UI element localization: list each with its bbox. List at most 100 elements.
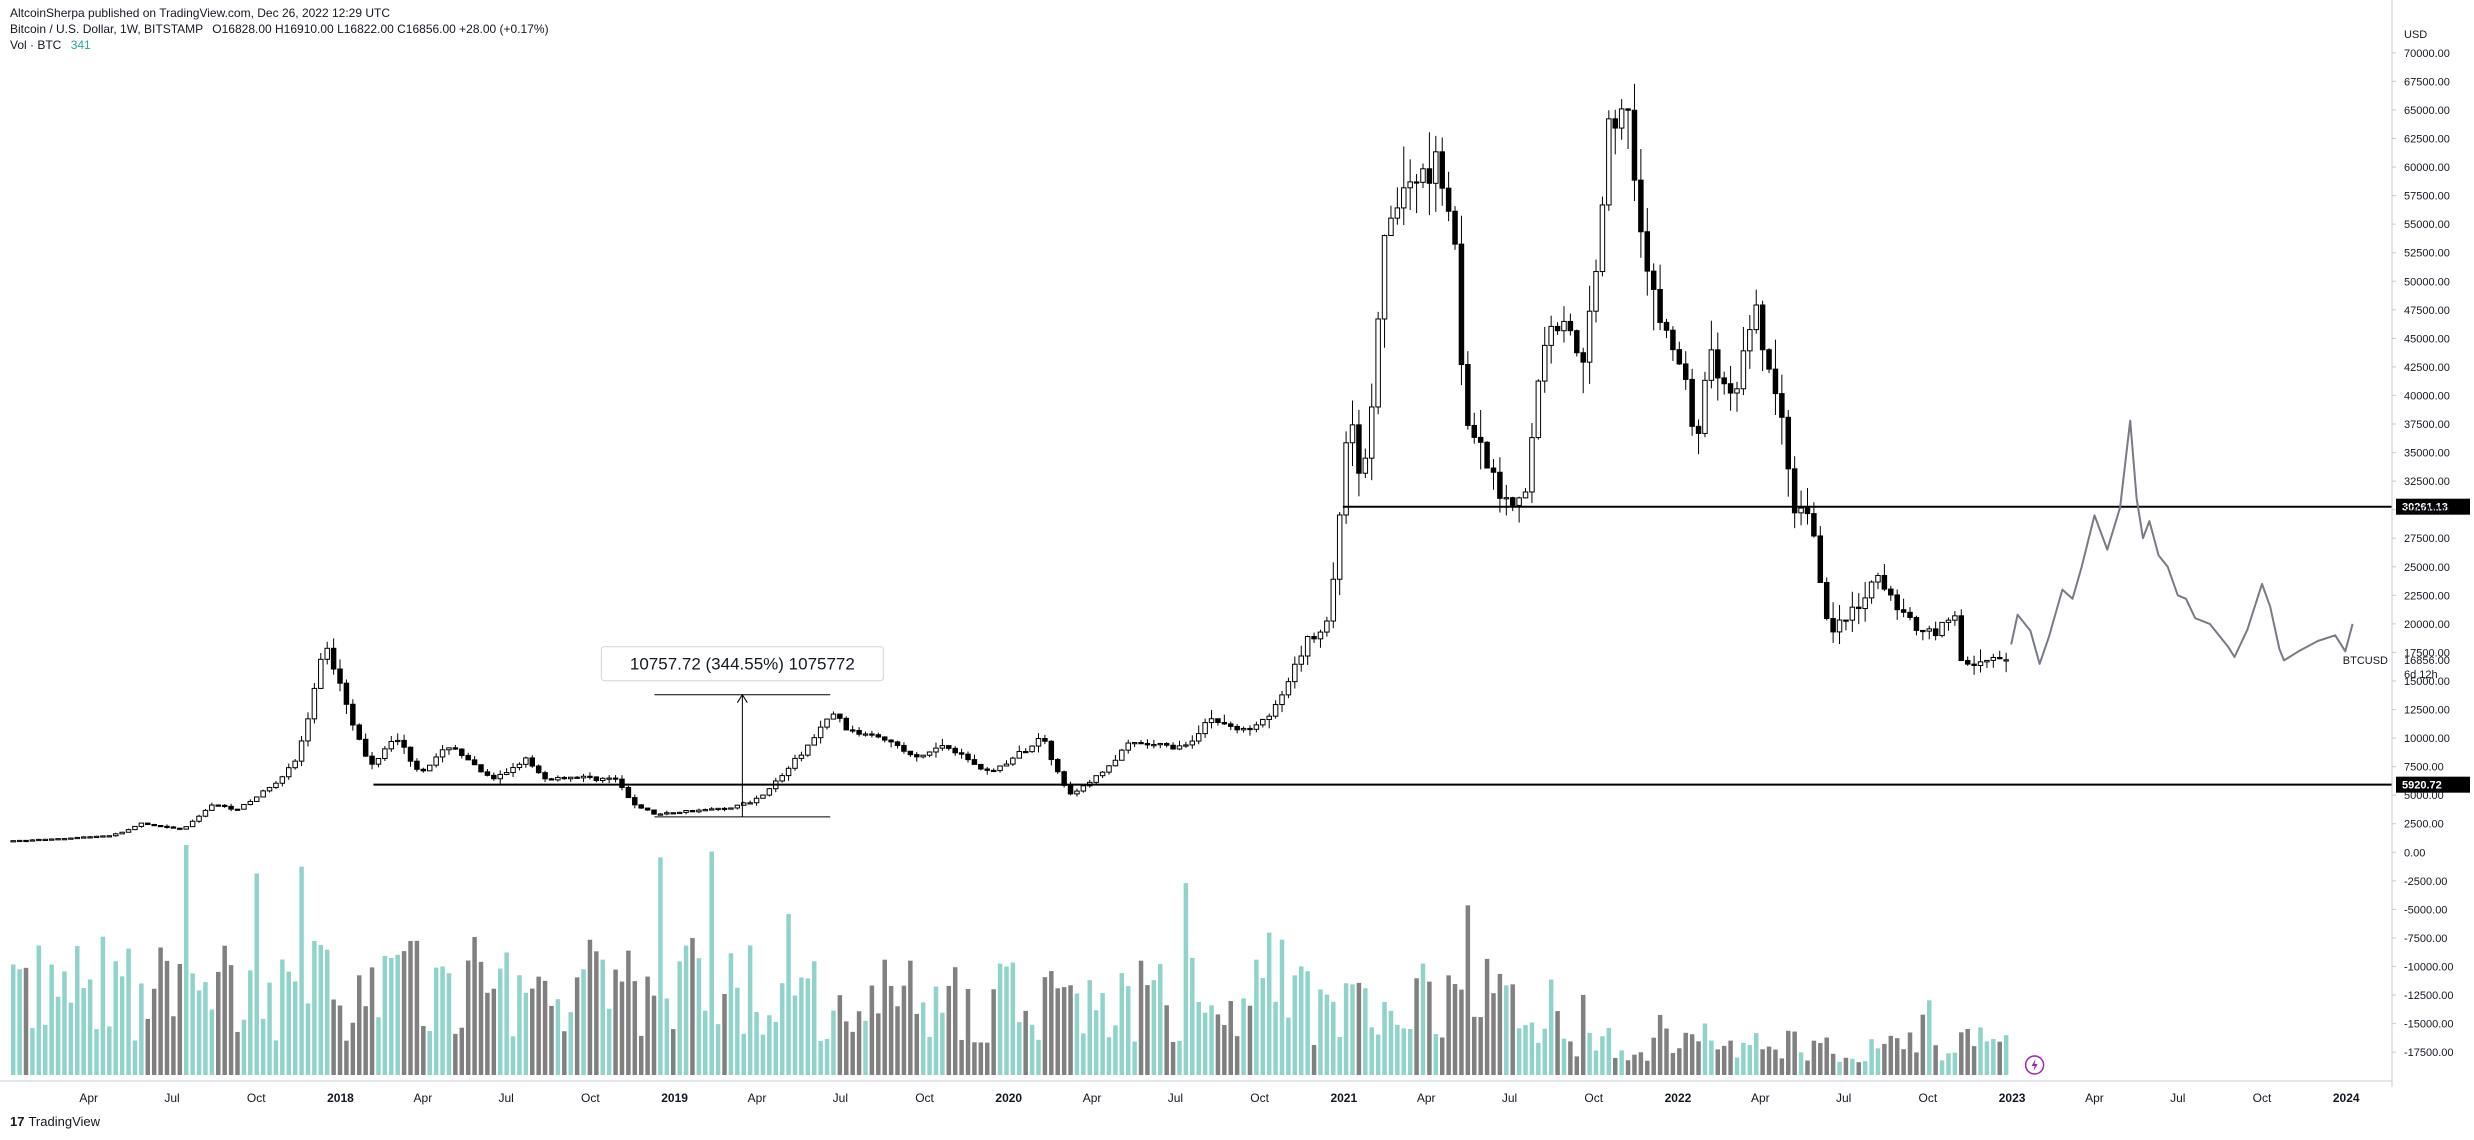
candle-body bbox=[740, 802, 747, 806]
candle-body bbox=[369, 755, 375, 765]
candle-body bbox=[1939, 621, 1945, 637]
candle-body bbox=[1913, 616, 1920, 631]
y-tick-label: 25000.00 bbox=[2404, 562, 2450, 574]
candle-body bbox=[1368, 406, 1375, 459]
candle-body bbox=[1215, 718, 1221, 723]
candle-body bbox=[1670, 329, 1676, 351]
candle-body bbox=[1804, 507, 1811, 515]
candle-body bbox=[452, 747, 459, 750]
y-tick-label: 32500.00 bbox=[2404, 476, 2450, 488]
candle-body bbox=[1048, 740, 1055, 761]
volume-bar bbox=[1298, 966, 1304, 1075]
volume-bar bbox=[1106, 1037, 1112, 1075]
volume-bar bbox=[36, 945, 42, 1075]
tradingview-logo[interactable]: 17 TradingView bbox=[10, 1114, 100, 1129]
volume-bar bbox=[395, 954, 400, 1075]
candle-body bbox=[817, 726, 824, 739]
candle-body bbox=[638, 804, 644, 809]
candle-body bbox=[337, 668, 343, 684]
candle-body bbox=[734, 804, 741, 809]
candle-body bbox=[388, 740, 395, 750]
volume-bar bbox=[1606, 1028, 1612, 1075]
volume-bar bbox=[1625, 1060, 1631, 1075]
x-tick-label: Oct bbox=[1919, 1091, 1938, 1105]
x-tick-label: Oct bbox=[2253, 1091, 2272, 1105]
volume-bar bbox=[645, 976, 650, 1075]
candle-body bbox=[1298, 655, 1304, 665]
candle-body bbox=[1593, 271, 1599, 312]
volume-bar bbox=[863, 1020, 868, 1075]
forecast-line[interactable] bbox=[2010, 419, 2354, 665]
candle-body bbox=[1984, 659, 1990, 663]
candle-body bbox=[23, 839, 29, 843]
lightning-bolt bbox=[2031, 1059, 2038, 1071]
x-tick-label: Apr bbox=[1751, 1091, 1770, 1105]
candle-body bbox=[529, 757, 536, 767]
candle-body bbox=[824, 718, 830, 728]
volume-bar bbox=[1023, 1010, 1028, 1075]
candle-body bbox=[87, 836, 93, 839]
volume-bar bbox=[453, 1033, 458, 1075]
volume-bar bbox=[1343, 983, 1349, 1075]
candle-body bbox=[273, 782, 279, 789]
candle-body bbox=[1888, 588, 1894, 596]
volume-bar bbox=[1516, 1028, 1522, 1075]
volume-bar bbox=[1612, 1057, 1618, 1075]
volume-bar bbox=[920, 1002, 926, 1075]
candle-body bbox=[1567, 320, 1574, 332]
y-tick-label: 17500.00 bbox=[2404, 647, 2450, 659]
volume-bar bbox=[1798, 1052, 1804, 1075]
candle-body bbox=[1811, 513, 1817, 537]
volume-bar bbox=[312, 940, 317, 1075]
volume-bar bbox=[997, 963, 1003, 1075]
candle-body bbox=[696, 809, 702, 813]
volume-bar bbox=[1677, 1048, 1682, 1075]
volume-bar bbox=[254, 873, 259, 1075]
x-tick-label: Jul bbox=[164, 1091, 179, 1105]
volume-bar bbox=[658, 857, 663, 1075]
volume-bar bbox=[978, 1042, 984, 1075]
candle-body bbox=[715, 807, 721, 811]
symbol-tag: BTCUSD bbox=[2343, 655, 2388, 667]
volume-bar bbox=[844, 1021, 849, 1075]
volume-bar bbox=[1318, 989, 1323, 1075]
candle-body bbox=[1599, 204, 1606, 273]
candle-body bbox=[747, 802, 753, 805]
candle-body bbox=[1343, 442, 1349, 516]
horizontal-levels[interactable]: 30261.13 5920.72 bbox=[373, 498, 2470, 793]
y-tick-label: 45000.00 bbox=[2404, 333, 2450, 345]
candle-body bbox=[1747, 329, 1753, 352]
volume-bar bbox=[107, 1026, 112, 1075]
candle-body bbox=[1907, 611, 1913, 618]
x-tick-label: 2021 bbox=[1330, 1091, 1357, 1105]
volume-bar bbox=[1869, 1039, 1874, 1075]
candle-body bbox=[401, 739, 407, 748]
y-tick-label: 27500.00 bbox=[2404, 533, 2450, 545]
y-tick-label: 65000.00 bbox=[2404, 105, 2450, 117]
volume-bar bbox=[43, 1024, 48, 1075]
y-tick-label: -17500.00 bbox=[2404, 1047, 2454, 1059]
volume-bar bbox=[1183, 883, 1189, 1075]
candle-body bbox=[330, 647, 337, 670]
price-candles bbox=[10, 83, 2009, 843]
candle-body bbox=[1003, 763, 1010, 767]
forecast-path[interactable] bbox=[2010, 419, 2354, 665]
volume-bar bbox=[1926, 1000, 1932, 1075]
candle-body bbox=[170, 826, 177, 829]
volume-bar bbox=[1670, 1053, 1676, 1075]
volume-bar bbox=[1164, 1005, 1169, 1075]
axes[interactable]: USD 70000.00 67500.00 65000.00 62500.00 60000… bbox=[0, 0, 2454, 1105]
volume-bar bbox=[1959, 1032, 1964, 1075]
candle-body bbox=[1875, 574, 1881, 583]
candle-body bbox=[1990, 656, 1997, 661]
candle-body bbox=[946, 745, 952, 749]
measure-tool[interactable]: 10757.72 (344.55%) 1075772 bbox=[600, 646, 884, 818]
volume-bar bbox=[49, 964, 54, 1075]
volume-bar bbox=[1395, 1024, 1400, 1075]
candle-body bbox=[119, 831, 125, 835]
candle-body bbox=[1189, 740, 1196, 746]
candle-body bbox=[1618, 108, 1625, 129]
candle-body bbox=[587, 775, 593, 778]
volume-bar bbox=[1818, 1043, 1823, 1075]
